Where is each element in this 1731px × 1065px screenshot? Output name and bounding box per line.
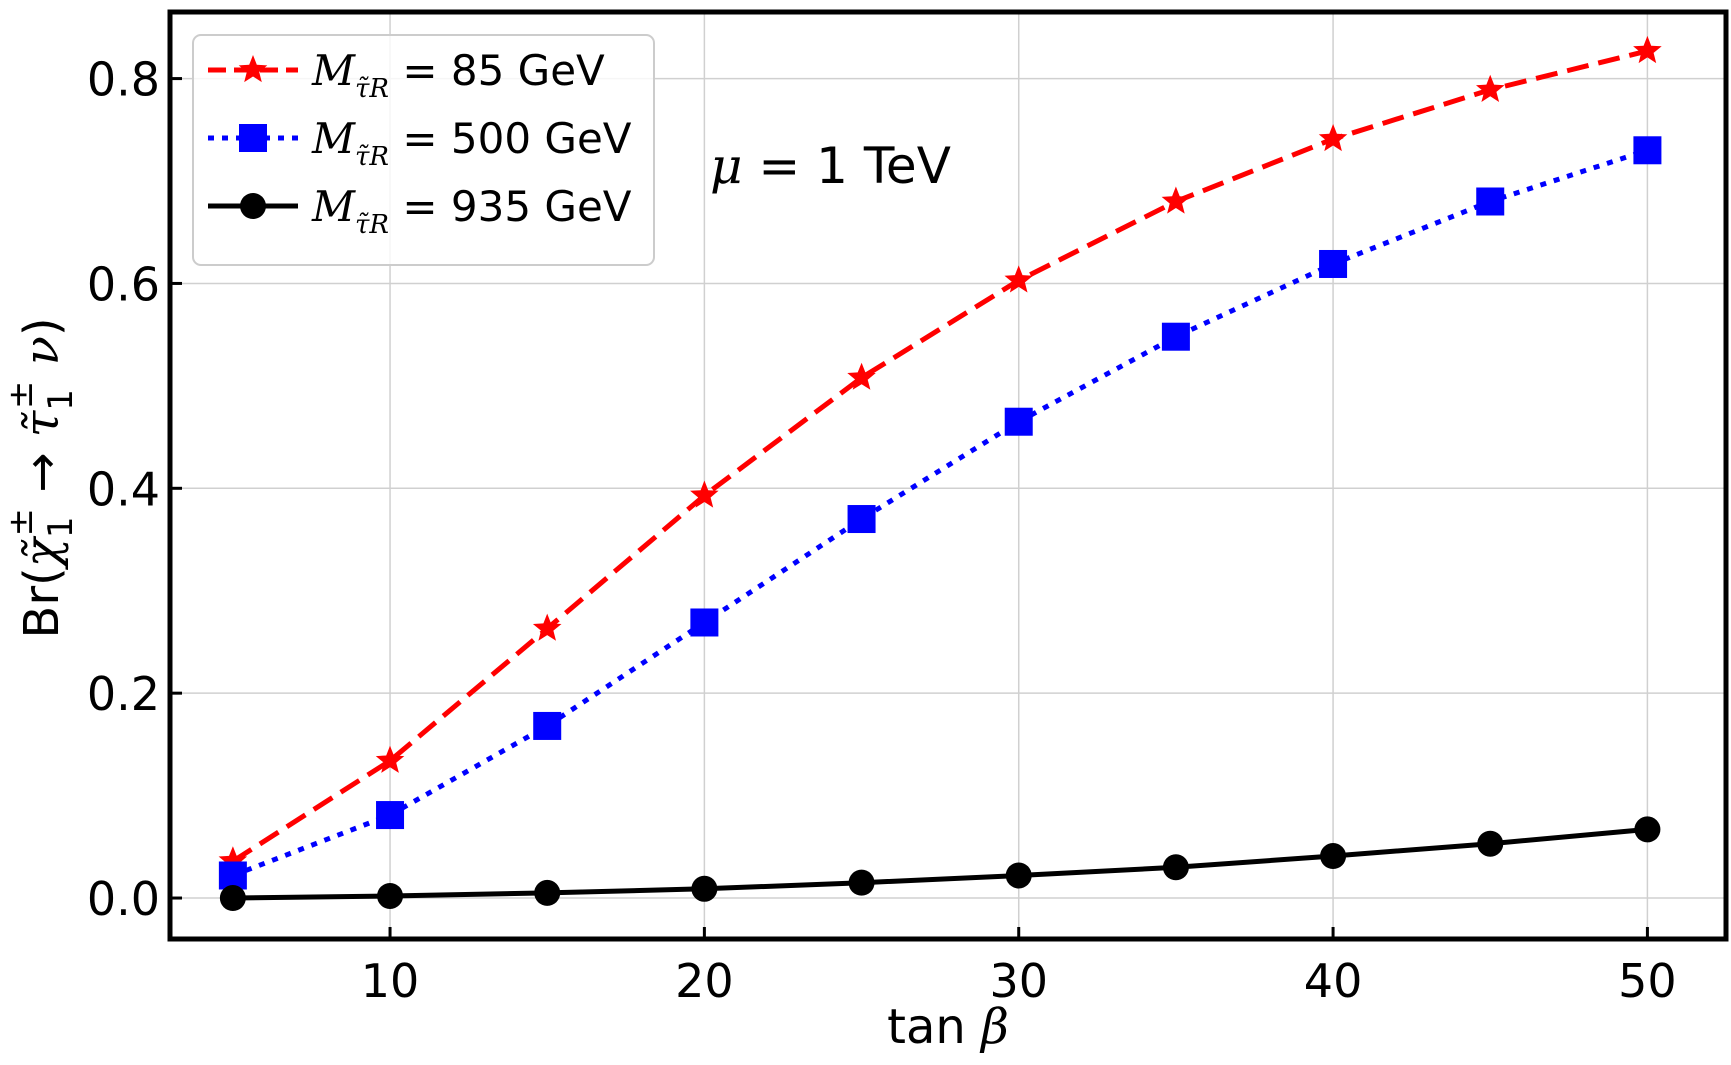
data-point bbox=[1477, 830, 1504, 857]
legend-marker bbox=[239, 124, 267, 152]
series-2 bbox=[218, 136, 1662, 890]
y-label-tau: τ̃ bbox=[14, 409, 70, 437]
y-tick-label: 0.4 bbox=[87, 462, 160, 516]
data-point bbox=[1161, 186, 1191, 214]
data-point bbox=[690, 480, 719, 508]
series-line bbox=[231, 48, 1649, 864]
data-point bbox=[1634, 816, 1661, 843]
x-tick-label: 10 bbox=[361, 954, 420, 1008]
legend-label: Mτ̃R = 935 GeV bbox=[311, 182, 632, 240]
data-point bbox=[1162, 854, 1189, 881]
axis-ticks: 10 20 30 40 50 0.0 0.2 0.4 0.6 0.8 bbox=[87, 53, 1677, 1008]
series-layer bbox=[218, 35, 1662, 912]
data-point bbox=[377, 882, 404, 909]
y-label-nu: ν bbox=[14, 336, 70, 380]
legend-mass-symbol: M bbox=[311, 46, 356, 95]
data-point bbox=[1004, 265, 1033, 293]
data-point bbox=[218, 861, 247, 890]
x-axis-label: tan β bbox=[887, 999, 1009, 1055]
data-point bbox=[532, 613, 562, 641]
data-point bbox=[1319, 249, 1348, 278]
data-point bbox=[847, 362, 876, 390]
legend-marker bbox=[240, 193, 266, 219]
legend-box bbox=[192, 34, 655, 266]
y-label-chi-sup: ± bbox=[1, 508, 41, 537]
annotation-text: = 1 TeV bbox=[743, 137, 951, 195]
data-point bbox=[375, 745, 405, 773]
data-point bbox=[534, 879, 561, 906]
x-tick-label: 40 bbox=[1304, 954, 1363, 1008]
y-tick-label: 0.6 bbox=[87, 257, 160, 311]
y-label-chi: χ̃ bbox=[14, 535, 70, 570]
legend-value: = 85 GeV bbox=[389, 46, 605, 95]
legend-mass-symbol: M bbox=[311, 182, 356, 231]
data-point bbox=[1633, 136, 1662, 165]
data-point bbox=[376, 801, 405, 830]
series-3 bbox=[219, 816, 1661, 912]
y-tick-label: 0.2 bbox=[87, 667, 160, 721]
y-label-tau-sup: ± bbox=[1, 381, 41, 410]
annotation-symbol: μ bbox=[710, 137, 743, 195]
data-point bbox=[533, 711, 562, 740]
series-line bbox=[232, 826, 1648, 901]
y-label-arrow: → bbox=[14, 437, 70, 508]
data-point bbox=[1633, 35, 1662, 64]
y-label-close: ) bbox=[14, 317, 70, 336]
y-tick-label: 0.0 bbox=[87, 872, 160, 926]
series-1 bbox=[218, 35, 1662, 874]
legend-label: Mτ̃R = 85 GeV bbox=[311, 46, 605, 104]
x-tick-label: 20 bbox=[675, 954, 734, 1008]
y-tick-label: 0.8 bbox=[87, 53, 160, 107]
data-point bbox=[1320, 843, 1347, 870]
legend-label: Mτ̃R = 500 GeV bbox=[311, 114, 632, 172]
x-tick-label: 30 bbox=[989, 954, 1048, 1008]
legend-mass-subscript: τ̃R bbox=[355, 74, 389, 104]
legend-entry-2: Mτ̃R = 500 GeV bbox=[208, 114, 632, 172]
plot-frame bbox=[167, 9, 1729, 942]
svg-text:Br(χ̃1± → τ̃1± ν): Br(χ̃1± → τ̃1± ν) bbox=[1, 317, 81, 638]
x-tick-label: 50 bbox=[1618, 954, 1677, 1008]
data-point bbox=[848, 869, 875, 896]
legend-marker bbox=[238, 55, 268, 83]
data-point bbox=[218, 846, 248, 874]
data-point bbox=[1161, 322, 1190, 351]
legend-entry-3: Mτ̃R = 935 GeV bbox=[208, 182, 632, 240]
grid bbox=[170, 12, 1726, 939]
data-point bbox=[219, 885, 246, 912]
x-axis-label-symbol: β bbox=[979, 999, 1009, 1055]
data-point bbox=[1005, 862, 1032, 889]
data-point bbox=[691, 875, 718, 902]
legend-value: = 935 GeV bbox=[389, 182, 632, 231]
x-axis-label-text: tan bbox=[887, 999, 981, 1055]
y-label-chi-sub: 1 bbox=[41, 516, 81, 538]
data-point bbox=[1004, 407, 1033, 436]
data-point bbox=[847, 505, 876, 534]
data-point bbox=[1318, 124, 1348, 152]
y-axis-label: Br(χ̃1± → τ̃1± ν) bbox=[1, 317, 81, 638]
annotation: μ = 1 TeV bbox=[710, 137, 951, 195]
legend-entry-1: Mτ̃R = 85 GeV bbox=[208, 46, 605, 104]
data-point bbox=[690, 608, 719, 637]
y-label-tau-sub: 1 bbox=[41, 389, 81, 411]
data-point bbox=[1476, 187, 1505, 216]
legend-mass-symbol: M bbox=[311, 114, 356, 163]
y-label-br: Br( bbox=[14, 567, 70, 638]
legend-mass-subscript: τ̃R bbox=[355, 210, 389, 240]
series-line bbox=[232, 147, 1649, 878]
legend-value: = 500 GeV bbox=[389, 114, 632, 163]
data-point bbox=[1476, 74, 1505, 102]
legend-mass-subscript: τ̃R bbox=[355, 142, 389, 172]
